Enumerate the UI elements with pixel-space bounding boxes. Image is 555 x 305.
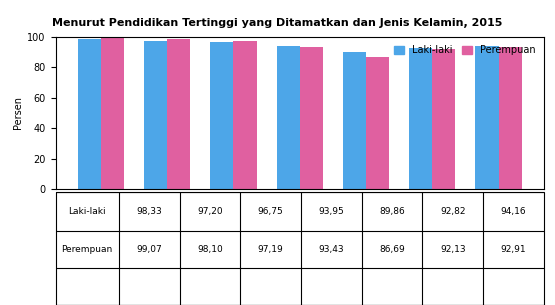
Text: 96,75: 96,75 (258, 207, 284, 216)
Text: 92,13: 92,13 (440, 245, 466, 254)
Bar (300, 47, 323, 189)
Bar (167, 40, 190, 189)
Text: 89,86: 89,86 (379, 207, 405, 216)
Bar (276, 46, 300, 189)
Text: 97,19: 97,19 (258, 245, 284, 254)
Text: 97,20: 97,20 (197, 207, 223, 216)
Bar (101, 38, 124, 189)
Text: Perempuan: Perempuan (62, 245, 113, 254)
Bar (366, 57, 389, 189)
Text: Menurut Pendidikan Tertinggi yang Ditamatkan dan Jenis Kelamin, 2015: Menurut Pendidikan Tertinggi yang Ditama… (52, 18, 503, 28)
Text: 98,33: 98,33 (137, 207, 162, 216)
Text: 93,43: 93,43 (319, 245, 344, 254)
Text: 98,10: 98,10 (197, 245, 223, 254)
Bar (409, 48, 432, 189)
Bar (475, 45, 498, 189)
Text: 92,91: 92,91 (501, 245, 526, 254)
Legend: Laki-laki, Perempuan: Laki-laki, Perempuan (390, 41, 539, 59)
Bar (144, 41, 167, 189)
Text: 92,82: 92,82 (440, 207, 466, 216)
Bar (498, 47, 522, 189)
Bar (234, 41, 256, 189)
Bar (78, 39, 101, 189)
FancyBboxPatch shape (56, 192, 544, 305)
Text: 99,07: 99,07 (137, 245, 162, 254)
Text: Laki-laki: Laki-laki (68, 207, 106, 216)
Bar (210, 41, 234, 189)
Text: 86,69: 86,69 (379, 245, 405, 254)
Text: 94,16: 94,16 (501, 207, 526, 216)
Bar (343, 52, 366, 189)
Bar (432, 48, 456, 189)
Y-axis label: Persen: Persen (13, 96, 23, 129)
Text: 93,95: 93,95 (319, 207, 344, 216)
